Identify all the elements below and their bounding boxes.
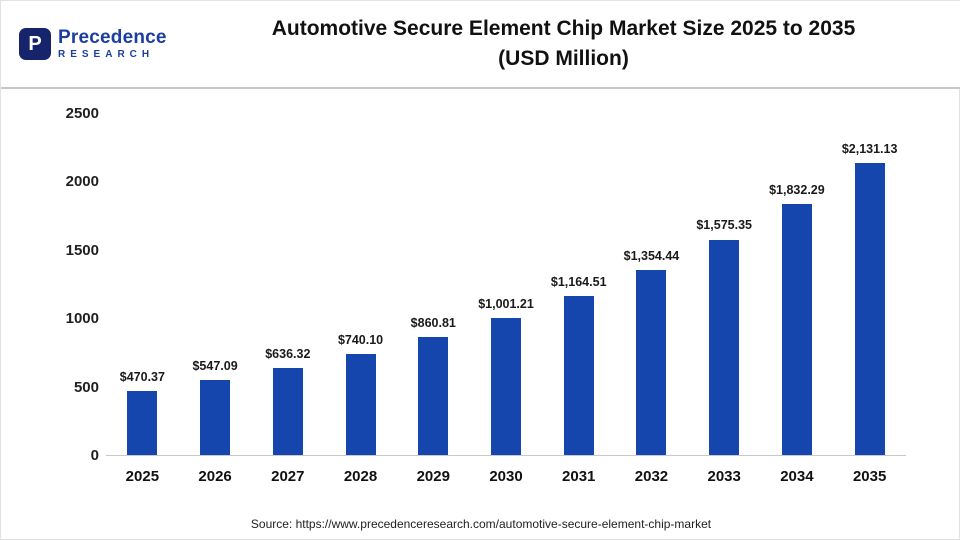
bar-value-label: $636.32 — [265, 346, 311, 361]
bar-2030 — [491, 318, 521, 455]
logo-text: Precedence RESEARCH — [58, 26, 167, 60]
bar-chart: $470.37 $547.09 $636.32 $740.10 $860.81 $1,00… — [1, 89, 960, 501]
x-axis-tick-label: 2031 — [562, 468, 596, 485]
x-axis-tick-label: 2032 — [634, 468, 669, 485]
x-axis-tick-label: 2027 — [271, 468, 305, 485]
bar-value-label: $547.09 — [192, 359, 238, 374]
x-axis-tick-label: 2029 — [416, 468, 450, 485]
title-line-1: Automotive Secure Element Chip Market Si… — [271, 16, 856, 40]
source-text: Source: https://www.precedenceresearch.c… — [250, 517, 712, 531]
bar-2025 — [127, 390, 158, 455]
y-axis-tick-label: 1000 — [65, 310, 99, 328]
logo-subtitle: RESEARCH — [58, 48, 155, 60]
bar-value-label: $1,832.29 — [769, 183, 825, 198]
plot-area: $470.37 $547.09 $636.32 $740.10 $860.81 $1,00… — [106, 114, 906, 456]
bar-value-label: $860.81 — [410, 316, 456, 331]
x-axis-tick-label: 2028 — [343, 468, 378, 485]
y-axis-tick-label: 1500 — [65, 241, 99, 259]
header: P Precedence RESEARCH Automotive Secure … — [1, 1, 960, 89]
x-axis-tick-label: 2033 — [707, 468, 741, 485]
x-axis-tick-label: 2030 — [489, 468, 523, 485]
y-axis-tick-label: 2000 — [65, 173, 99, 191]
bar-2033 — [709, 239, 740, 455]
title-line-2: (USD Million) — [498, 47, 629, 70]
bar-2035 — [854, 163, 885, 455]
x-axis-tick-label: 2034 — [780, 468, 814, 485]
x-axis-tick-label: 2026 — [198, 468, 232, 485]
bar-value-label: $1,354.44 — [623, 248, 680, 263]
bar-2031 — [563, 295, 594, 455]
bar-value-label: $1,164.51 — [550, 274, 607, 289]
page-title: Automotive Secure Element Chip Market Si… — [196, 14, 960, 75]
precedence-logo-icon: P — [19, 28, 51, 60]
bar-2028 — [345, 353, 376, 455]
bar-2034 — [781, 204, 812, 455]
bar-value-label: $1,575.35 — [696, 218, 752, 233]
bar-value-label: $740.10 — [337, 332, 384, 347]
x-axis-tick-label: 2025 — [125, 468, 160, 485]
bar-2026 — [200, 380, 231, 455]
y-axis-tick-label: 0 — [90, 447, 99, 464]
bar-2029 — [418, 337, 449, 455]
bar-value-label: $2,131.13 — [841, 142, 898, 157]
y-axis-tick-label: 500 — [73, 378, 99, 396]
logo: P Precedence RESEARCH — [1, 26, 196, 60]
x-axis-tick-label: 2035 — [852, 468, 887, 485]
y-axis-tick-label: 2500 — [65, 105, 99, 122]
bar-2032 — [636, 269, 667, 455]
bar-2027 — [272, 367, 303, 455]
logo-name: Precedence — [58, 26, 167, 48]
bar-value-label: $1,001.21 — [478, 297, 534, 312]
bar-value-label: $470.37 — [119, 369, 165, 384]
